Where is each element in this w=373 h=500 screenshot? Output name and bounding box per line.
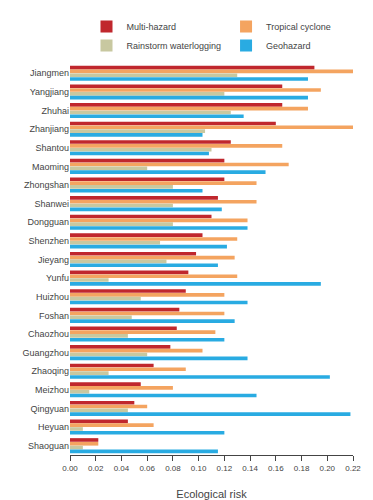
svg-text:Zhanjiang: Zhanjiang xyxy=(29,124,69,134)
svg-text:0.08: 0.08 xyxy=(165,464,181,473)
svg-text:Geohazard: Geohazard xyxy=(266,41,311,51)
svg-text:0.14: 0.14 xyxy=(242,464,258,473)
svg-text:Yangjiang: Yangjiang xyxy=(30,87,69,97)
svg-text:Zhaoqing: Zhaoqing xyxy=(31,366,69,376)
svg-text:0.18: 0.18 xyxy=(294,464,310,473)
svg-text:Zhuhai: Zhuhai xyxy=(41,106,69,116)
svg-text:0.02: 0.02 xyxy=(88,464,104,473)
svg-text:0.00: 0.00 xyxy=(62,464,78,473)
svg-text:Maoming: Maoming xyxy=(32,162,69,172)
svg-text:Zhongshan: Zhongshan xyxy=(24,180,69,190)
svg-text:Foshan: Foshan xyxy=(39,311,69,321)
svg-text:Guangzhou: Guangzhou xyxy=(22,348,69,358)
svg-text:0.12: 0.12 xyxy=(217,464,233,473)
svg-text:Meizhou: Meizhou xyxy=(35,385,69,395)
svg-text:0.06: 0.06 xyxy=(139,464,155,473)
svg-text:0.22: 0.22 xyxy=(345,464,361,473)
svg-text:Huizhou: Huizhou xyxy=(36,292,69,302)
svg-text:0.04: 0.04 xyxy=(114,464,130,473)
svg-text:0.16: 0.16 xyxy=(268,464,284,473)
svg-text:Multi-hazard: Multi-hazard xyxy=(127,22,177,32)
svg-text:Jiangmen: Jiangmen xyxy=(30,68,69,78)
svg-text:Ecological risk: Ecological risk xyxy=(176,488,247,500)
svg-text:Shanwei: Shanwei xyxy=(34,199,69,209)
svg-text:Chaozhou: Chaozhou xyxy=(28,329,69,339)
svg-text:Rainstorm waterlogging: Rainstorm waterlogging xyxy=(127,41,222,51)
svg-text:Shaoguan: Shaoguan xyxy=(28,441,69,451)
svg-text:0.10: 0.10 xyxy=(191,464,207,473)
svg-text:0.20: 0.20 xyxy=(319,464,335,473)
svg-text:Yunfu: Yunfu xyxy=(46,273,69,283)
svg-text:Shenzhen: Shenzhen xyxy=(28,236,69,246)
svg-text:Dongguan: Dongguan xyxy=(27,217,69,227)
svg-text:Shantou: Shantou xyxy=(35,143,69,153)
svg-text:Qingyuan: Qingyuan xyxy=(30,404,69,414)
svg-text:Heyuan: Heyuan xyxy=(38,422,69,432)
svg-text:Tropical cyclone: Tropical cyclone xyxy=(266,22,331,32)
svg-text:Jieyang: Jieyang xyxy=(38,255,69,265)
